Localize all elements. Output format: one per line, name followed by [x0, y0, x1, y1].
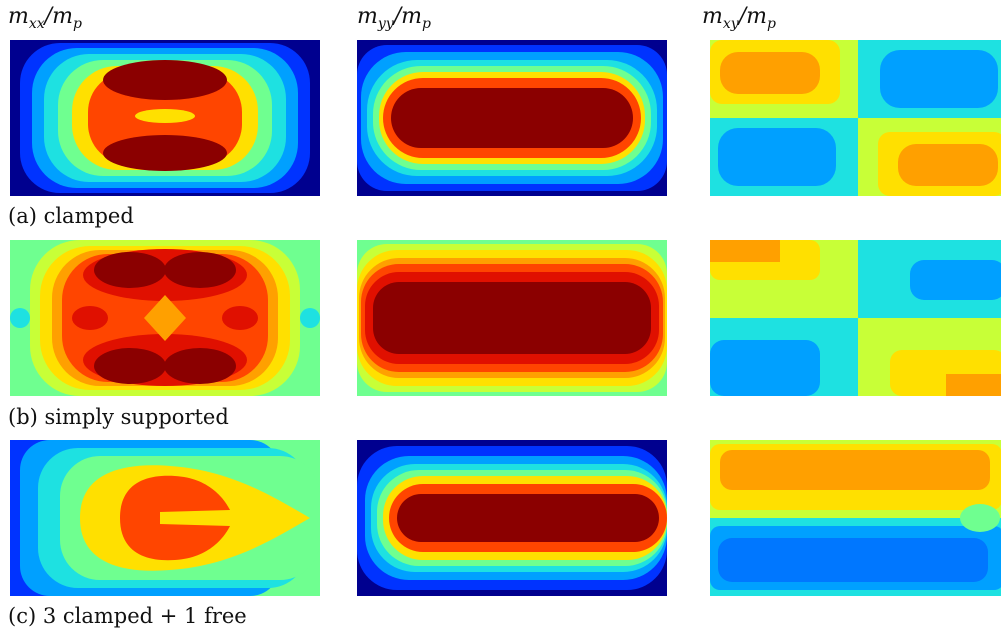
- contour-plot-simply-supported-mxx: [10, 240, 320, 396]
- contour-plot-simply-supported-mxy: [710, 240, 1001, 396]
- contour-plot-3-clamped-1-free-mxy: [710, 440, 1001, 596]
- contour-plot-3-clamped-1-free-myy: [357, 440, 667, 596]
- caption-row-a: (a) clamped: [8, 204, 134, 228]
- column-title-mxy: mxy/mp: [702, 4, 776, 32]
- contour-plot-clamped-mxx: [10, 40, 320, 196]
- column-title-mxx: mxx/mp: [8, 4, 82, 32]
- contour-plot-3-clamped-1-free-mxx: [10, 440, 320, 596]
- caption-row-c: (c) 3 clamped + 1 free: [8, 604, 247, 628]
- caption-row-b: (b) simply supported: [8, 405, 229, 429]
- contour-plot-clamped-mxy: [710, 40, 1001, 196]
- contour-plot-clamped-myy: [357, 40, 667, 196]
- column-title-myy: myy/mp: [357, 4, 431, 32]
- contour-plot-simply-supported-myy: [357, 240, 667, 396]
